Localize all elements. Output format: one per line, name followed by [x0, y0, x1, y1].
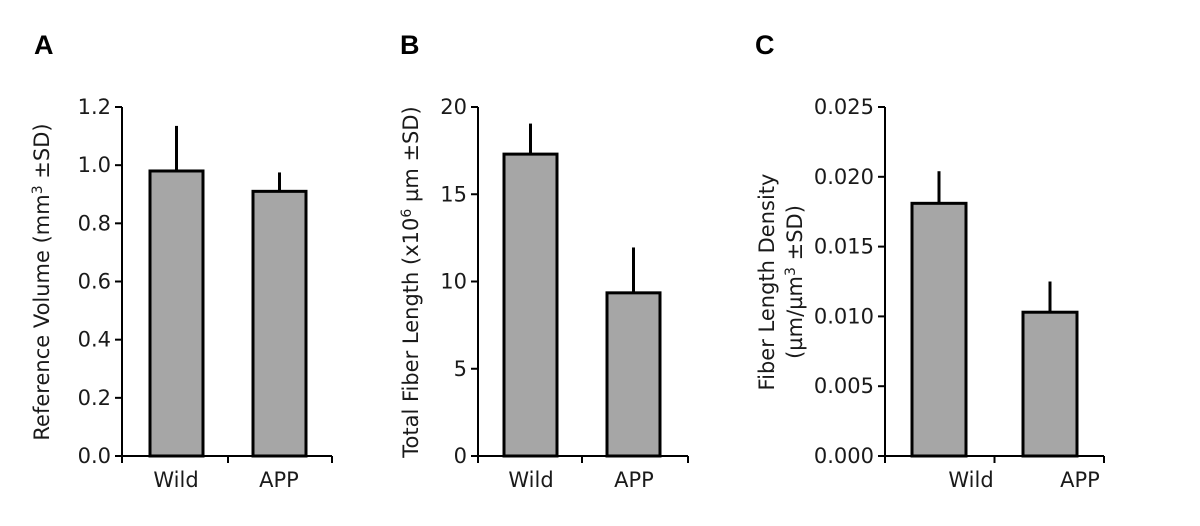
y-axis-label-b: Total Fiber Length (x106 µm ±SD) — [399, 106, 423, 459]
y-tick-label: 0.010 — [814, 304, 874, 328]
y-tick-label: 0.8 — [78, 211, 111, 235]
marks-c: 0.000 0.005 0.010 0.015 0.020 0.025 Wild APP — [814, 95, 1105, 492]
panel-b: B Total Fiber Length (x106 µm ±SD) 0 5 10 1… — [399, 30, 689, 492]
panel-c: C Fiber Length Density (µm/µm3 ±SD) 0.00… — [755, 30, 1105, 492]
x-tick-label: Wild — [948, 468, 993, 492]
panel-letter-c: C — [755, 30, 775, 60]
bar — [148, 169, 205, 458]
panel-letter-a: A — [34, 30, 54, 60]
bar — [1021, 310, 1079, 458]
y-tick-label: 0.6 — [78, 270, 111, 294]
y-tick-label: 0.0 — [78, 444, 111, 468]
y-tick-label: 5 — [454, 357, 467, 381]
y-axis-label-a: Reference Volume (mm3 ±SD) — [30, 123, 54, 440]
y-tick-label: 1.2 — [78, 95, 111, 119]
y-axis-label-c-line2: (µm/µm3 ±SD) — [783, 205, 807, 359]
x-tick-label: Wild — [508, 468, 553, 492]
bar — [605, 291, 662, 458]
y-axis-label-c-line1: Fiber Length Density — [755, 174, 779, 391]
bar — [251, 189, 308, 458]
y-tick-label: 0.025 — [814, 95, 874, 119]
marks-a: 0.0 0.2 0.4 0.6 0.8 1.0 1.2 Wild APP — [78, 95, 333, 492]
y-tick-label: 0.005 — [814, 374, 874, 398]
panel-a: A Reference Volume (mm3 ±SD) 0.00.20.40.… — [30, 30, 333, 492]
y-tick-label: 0.015 — [814, 235, 874, 259]
y-tick-label: 0.000 — [814, 444, 874, 468]
y-tick-label: 0.4 — [78, 328, 111, 352]
y-tick-label: 10 — [440, 270, 467, 294]
y-tick-label: 0 — [454, 444, 467, 468]
y-tick-label: 20 — [440, 95, 467, 119]
x-tick-label: APP — [1060, 468, 1100, 492]
panel-letter-b: B — [400, 30, 420, 60]
x-tick-label: APP — [614, 468, 654, 492]
bar — [502, 152, 559, 458]
y-tick-label: 0.020 — [814, 165, 874, 189]
marks-b: 0 5 10 15 20 Wild APP — [440, 95, 689, 492]
bar — [910, 201, 968, 458]
y-tick-label: 15 — [440, 182, 467, 206]
y-tick-label: 0.2 — [78, 386, 111, 410]
x-tick-label: APP — [259, 468, 299, 492]
x-tick-label: Wild — [153, 468, 198, 492]
y-tick-label: 1.0 — [78, 153, 111, 177]
